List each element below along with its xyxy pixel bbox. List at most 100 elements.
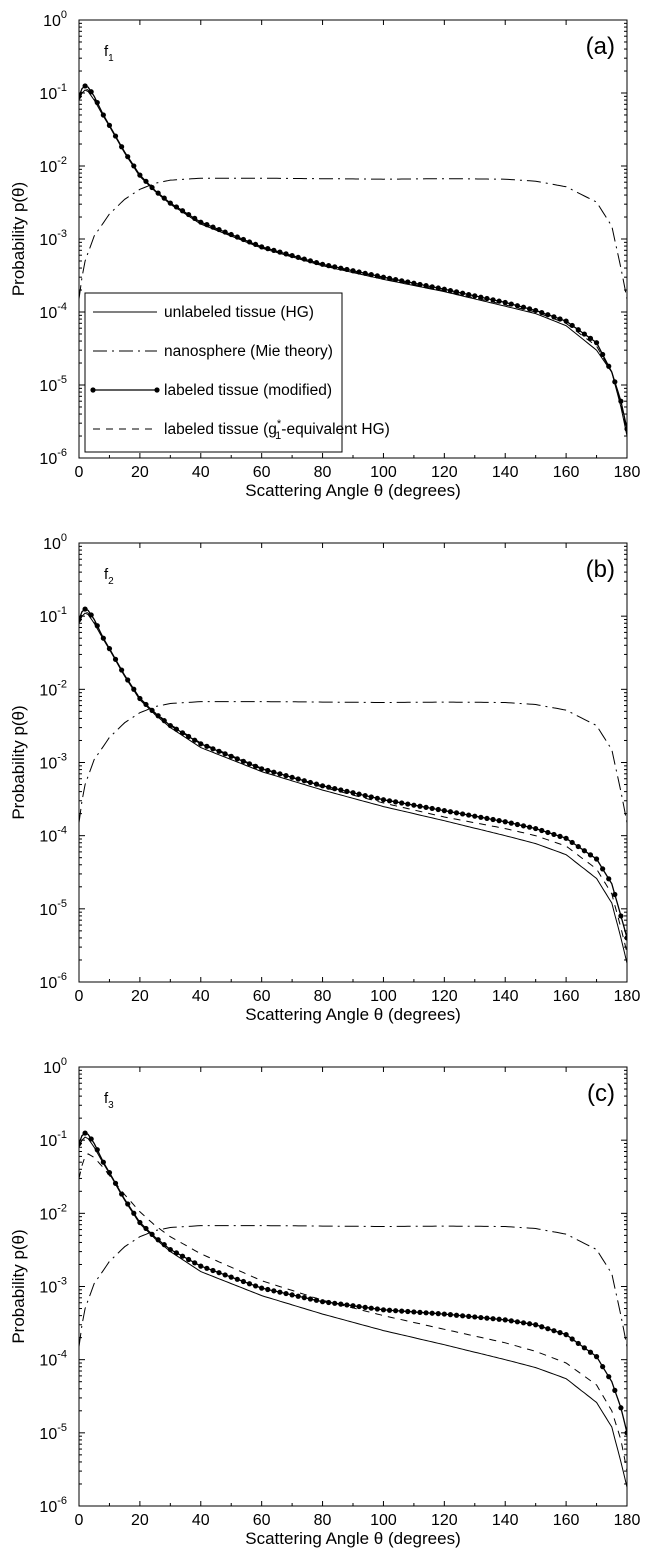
legend-label: labeled tissue (modified) bbox=[164, 382, 332, 399]
series-point bbox=[374, 795, 380, 801]
series-point bbox=[161, 1242, 167, 1248]
series-point bbox=[192, 215, 198, 221]
series-point bbox=[82, 606, 88, 612]
series-point bbox=[380, 797, 387, 803]
series-point bbox=[478, 1314, 484, 1321]
series-point bbox=[380, 1307, 387, 1313]
x-axis-label: Scattering Angle θ (degrees) bbox=[245, 1529, 460, 1548]
series-point bbox=[179, 208, 186, 214]
series-point bbox=[137, 695, 143, 702]
series-point bbox=[508, 820, 514, 826]
series-line-solid bbox=[79, 612, 627, 964]
series-point bbox=[399, 800, 405, 806]
series-point bbox=[380, 274, 387, 280]
series-point bbox=[520, 1320, 527, 1326]
series-point bbox=[496, 1316, 502, 1322]
legend: unlabeled tissue (HG) nanosphere (Mie the… bbox=[84, 292, 390, 453]
x-tick-label: 80 bbox=[314, 1512, 332, 1529]
y-tick-label: 10-6 bbox=[39, 447, 67, 468]
series-point bbox=[563, 318, 569, 324]
series-point bbox=[350, 790, 356, 796]
series-line-dashdot bbox=[79, 177, 627, 300]
series-point bbox=[539, 827, 545, 834]
series-point bbox=[587, 852, 594, 858]
series-point bbox=[374, 1306, 380, 1312]
series-point bbox=[575, 843, 581, 850]
plot-area bbox=[79, 606, 627, 964]
y-tick-label: 100 bbox=[43, 9, 67, 30]
axes-frame bbox=[78, 542, 628, 983]
series-point bbox=[143, 1225, 149, 1232]
x-tick-label: 20 bbox=[131, 464, 149, 481]
x-tick-label: 120 bbox=[431, 988, 458, 1005]
series-point bbox=[545, 312, 551, 318]
function-annotation: f2 bbox=[104, 566, 114, 587]
panel-label: (a) bbox=[586, 33, 615, 60]
series-point bbox=[161, 195, 167, 201]
plot-area bbox=[79, 83, 627, 437]
series-point bbox=[271, 769, 277, 775]
axes-frame bbox=[78, 1066, 628, 1507]
series-point bbox=[441, 1311, 447, 1317]
series-point bbox=[514, 821, 521, 828]
series-point bbox=[447, 1312, 454, 1318]
series-point bbox=[502, 1317, 508, 1323]
series-point bbox=[88, 1136, 94, 1142]
series-point bbox=[472, 1314, 478, 1320]
series-point bbox=[283, 251, 289, 257]
series-line-dashed bbox=[79, 611, 627, 954]
x-tick-label: 40 bbox=[192, 464, 210, 481]
x-tick-label: 100 bbox=[370, 988, 397, 1005]
series-point bbox=[332, 264, 338, 270]
chart-panel-1: 0 20 40 60 80 100 120 140 160 180 10-6 10-5 10-4 10-3… bbox=[9, 9, 640, 500]
series-point bbox=[569, 839, 575, 846]
series-point bbox=[593, 1354, 600, 1360]
series-line-dashdot bbox=[79, 1225, 627, 1347]
series-point bbox=[173, 204, 180, 210]
x-tick-label: 140 bbox=[492, 1512, 519, 1529]
series-point bbox=[228, 1274, 234, 1280]
series-point bbox=[484, 1315, 490, 1321]
x-axis-label: Scattering Angle θ (degrees) bbox=[245, 481, 460, 500]
x-tick-label: 120 bbox=[431, 1512, 458, 1529]
series-line-dashdot bbox=[79, 701, 627, 823]
y-axis-label: Probability p(θ) bbox=[9, 1229, 28, 1343]
series-point bbox=[624, 1430, 627, 1436]
series-point bbox=[167, 1246, 173, 1253]
series-line-solid bbox=[79, 1136, 627, 1488]
function-annotation: f3 bbox=[104, 1090, 114, 1111]
legend-box bbox=[84, 292, 343, 453]
series-point bbox=[234, 234, 240, 240]
series-line-dashed bbox=[79, 88, 627, 434]
series-point bbox=[526, 1321, 533, 1327]
series-point bbox=[192, 1260, 198, 1266]
x-tick-label: 100 bbox=[370, 1512, 397, 1529]
series-point bbox=[362, 1304, 368, 1310]
series-point bbox=[265, 1286, 271, 1293]
legend-marker bbox=[154, 387, 160, 393]
x-tick-label: 80 bbox=[314, 464, 332, 481]
series-point bbox=[319, 1299, 326, 1305]
series-point bbox=[526, 824, 533, 830]
series-point bbox=[198, 741, 204, 747]
series-point bbox=[587, 335, 594, 341]
series-point bbox=[460, 290, 466, 296]
series-point bbox=[429, 1310, 435, 1316]
series-point bbox=[307, 258, 313, 264]
series-point bbox=[545, 1326, 551, 1332]
y-tick-label: 10-2 bbox=[39, 155, 67, 176]
x-tick-label: 20 bbox=[131, 1512, 149, 1529]
series-point bbox=[508, 1318, 514, 1324]
series-point bbox=[362, 792, 368, 799]
series-point bbox=[167, 200, 173, 206]
series-point bbox=[453, 1312, 460, 1318]
series-point bbox=[460, 1313, 466, 1319]
series-point bbox=[514, 1319, 521, 1325]
series-point bbox=[222, 1272, 228, 1278]
series-point bbox=[246, 761, 253, 767]
legend-label: nanosphere (Mie theory) bbox=[164, 343, 333, 360]
series-point bbox=[593, 856, 600, 862]
series-point bbox=[246, 1281, 253, 1287]
series-point bbox=[429, 805, 435, 812]
series-point bbox=[618, 913, 624, 919]
